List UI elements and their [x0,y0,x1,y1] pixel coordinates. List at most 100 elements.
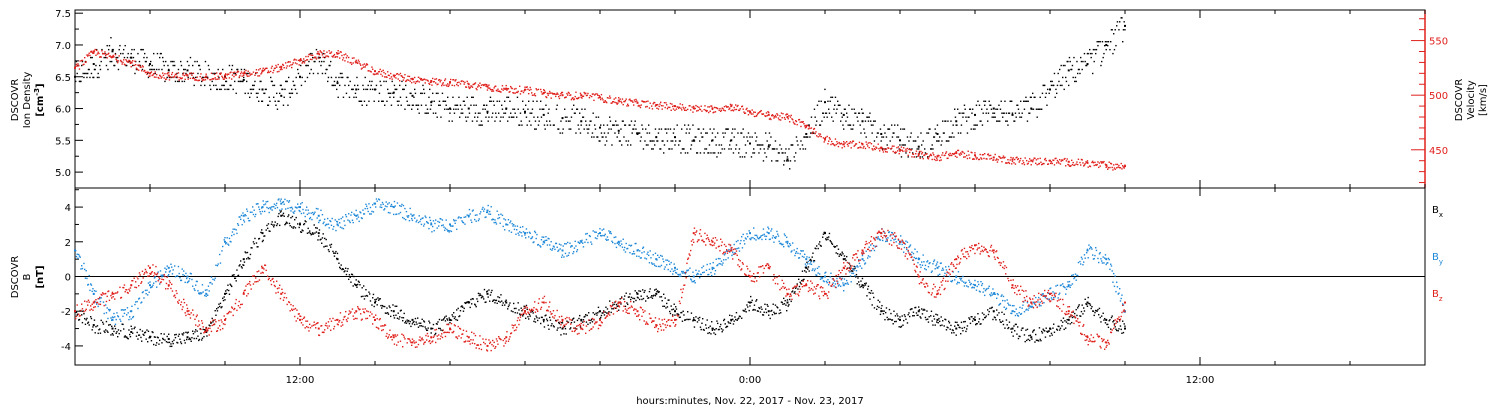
density-sample [381,100,383,102]
field-sample [441,219,444,221]
velocity-sample [680,107,682,109]
density-sample [1074,80,1076,83]
field-sample [137,338,139,340]
velocity-sample [276,66,278,68]
velocity-sample [1028,160,1030,163]
velocity-sample [149,75,151,77]
density-sample [215,84,217,87]
velocity-sample [960,152,962,154]
density-sample [838,104,840,106]
density-sample [1076,60,1078,63]
field-sample [767,305,769,307]
field-sample [393,314,395,317]
velocity-sample [271,65,273,68]
velocity-sample [589,94,591,97]
velocity-sample [1103,160,1105,163]
field-sample [516,225,519,227]
field-sample [1079,315,1081,317]
field-sample [531,309,533,311]
field-sample [1022,327,1024,329]
field-sample [206,335,208,337]
field-sample [726,325,729,328]
density-sample [109,60,111,63]
density-sample [369,80,371,83]
velocity-sample [1044,157,1047,160]
field-sample [268,230,270,232]
field-sample [381,307,383,309]
velocity-sample [1106,165,1108,167]
density-sample [713,128,715,130]
density-sample [793,156,795,158]
density-sample [329,64,331,67]
field-sample [1048,330,1050,332]
velocity-sample [811,132,813,135]
field-sample [295,206,297,209]
velocity-point [1067,160,1070,163]
density-sample [519,112,522,114]
field-sample [399,310,402,312]
field-sample [215,314,217,316]
velocity-sample [958,153,960,155]
density-sample [407,104,409,106]
velocity-sample [653,101,655,104]
field-sample [156,286,158,288]
field-sample [966,325,969,327]
field-point [430,223,433,226]
field-sample [490,291,492,294]
field-point [936,266,939,269]
field-sample [200,332,202,335]
density-sample [702,128,705,130]
field-sample [350,281,352,283]
density-sample [674,144,676,146]
field-sample [926,310,928,312]
field-sample [717,328,720,331]
velocity-sample [111,56,114,58]
velocity-sample [545,96,547,98]
field-sample [95,325,97,328]
field-sample [564,252,567,255]
field-sample [198,293,201,295]
density-sample [263,92,265,95]
density-sample [159,56,161,59]
density-sample [776,148,778,150]
field-sample [153,343,155,346]
velocity-sample [1063,158,1065,160]
velocity-sample [326,51,328,53]
density-sample [696,152,698,154]
density-sample [668,148,670,150]
velocity-sample [817,136,819,138]
field-sample [798,278,800,281]
field-sample [902,324,904,326]
field-sample [613,236,615,239]
density-sample [801,144,804,146]
field-sample [249,253,252,256]
velocity-sample [990,157,993,160]
density-sample [416,104,418,106]
density-sample [903,128,906,130]
density-sample [661,140,663,142]
density-sample [1054,96,1056,99]
velocity-sample [260,73,262,75]
field-sample [684,319,687,321]
field-sample [876,308,878,310]
velocity-sample [546,92,549,95]
velocity-point [917,153,920,156]
density-sample [944,120,946,122]
field-sample [96,325,99,327]
density-sample [281,88,283,91]
density-sample [1111,29,1113,31]
velocity-sample [738,109,741,112]
field-sample [243,221,246,223]
field-sample [417,221,420,224]
field-sample [288,201,290,203]
field-sample [855,273,858,276]
velocity-sample [366,63,368,65]
density-sample [1021,112,1023,114]
velocity-sample [1085,161,1087,163]
field-sample [534,230,536,233]
field-sample [328,250,330,253]
velocity-sample [246,74,248,76]
field-sample [1120,328,1122,331]
velocity-sample [885,148,888,150]
velocity-sample [138,69,140,71]
